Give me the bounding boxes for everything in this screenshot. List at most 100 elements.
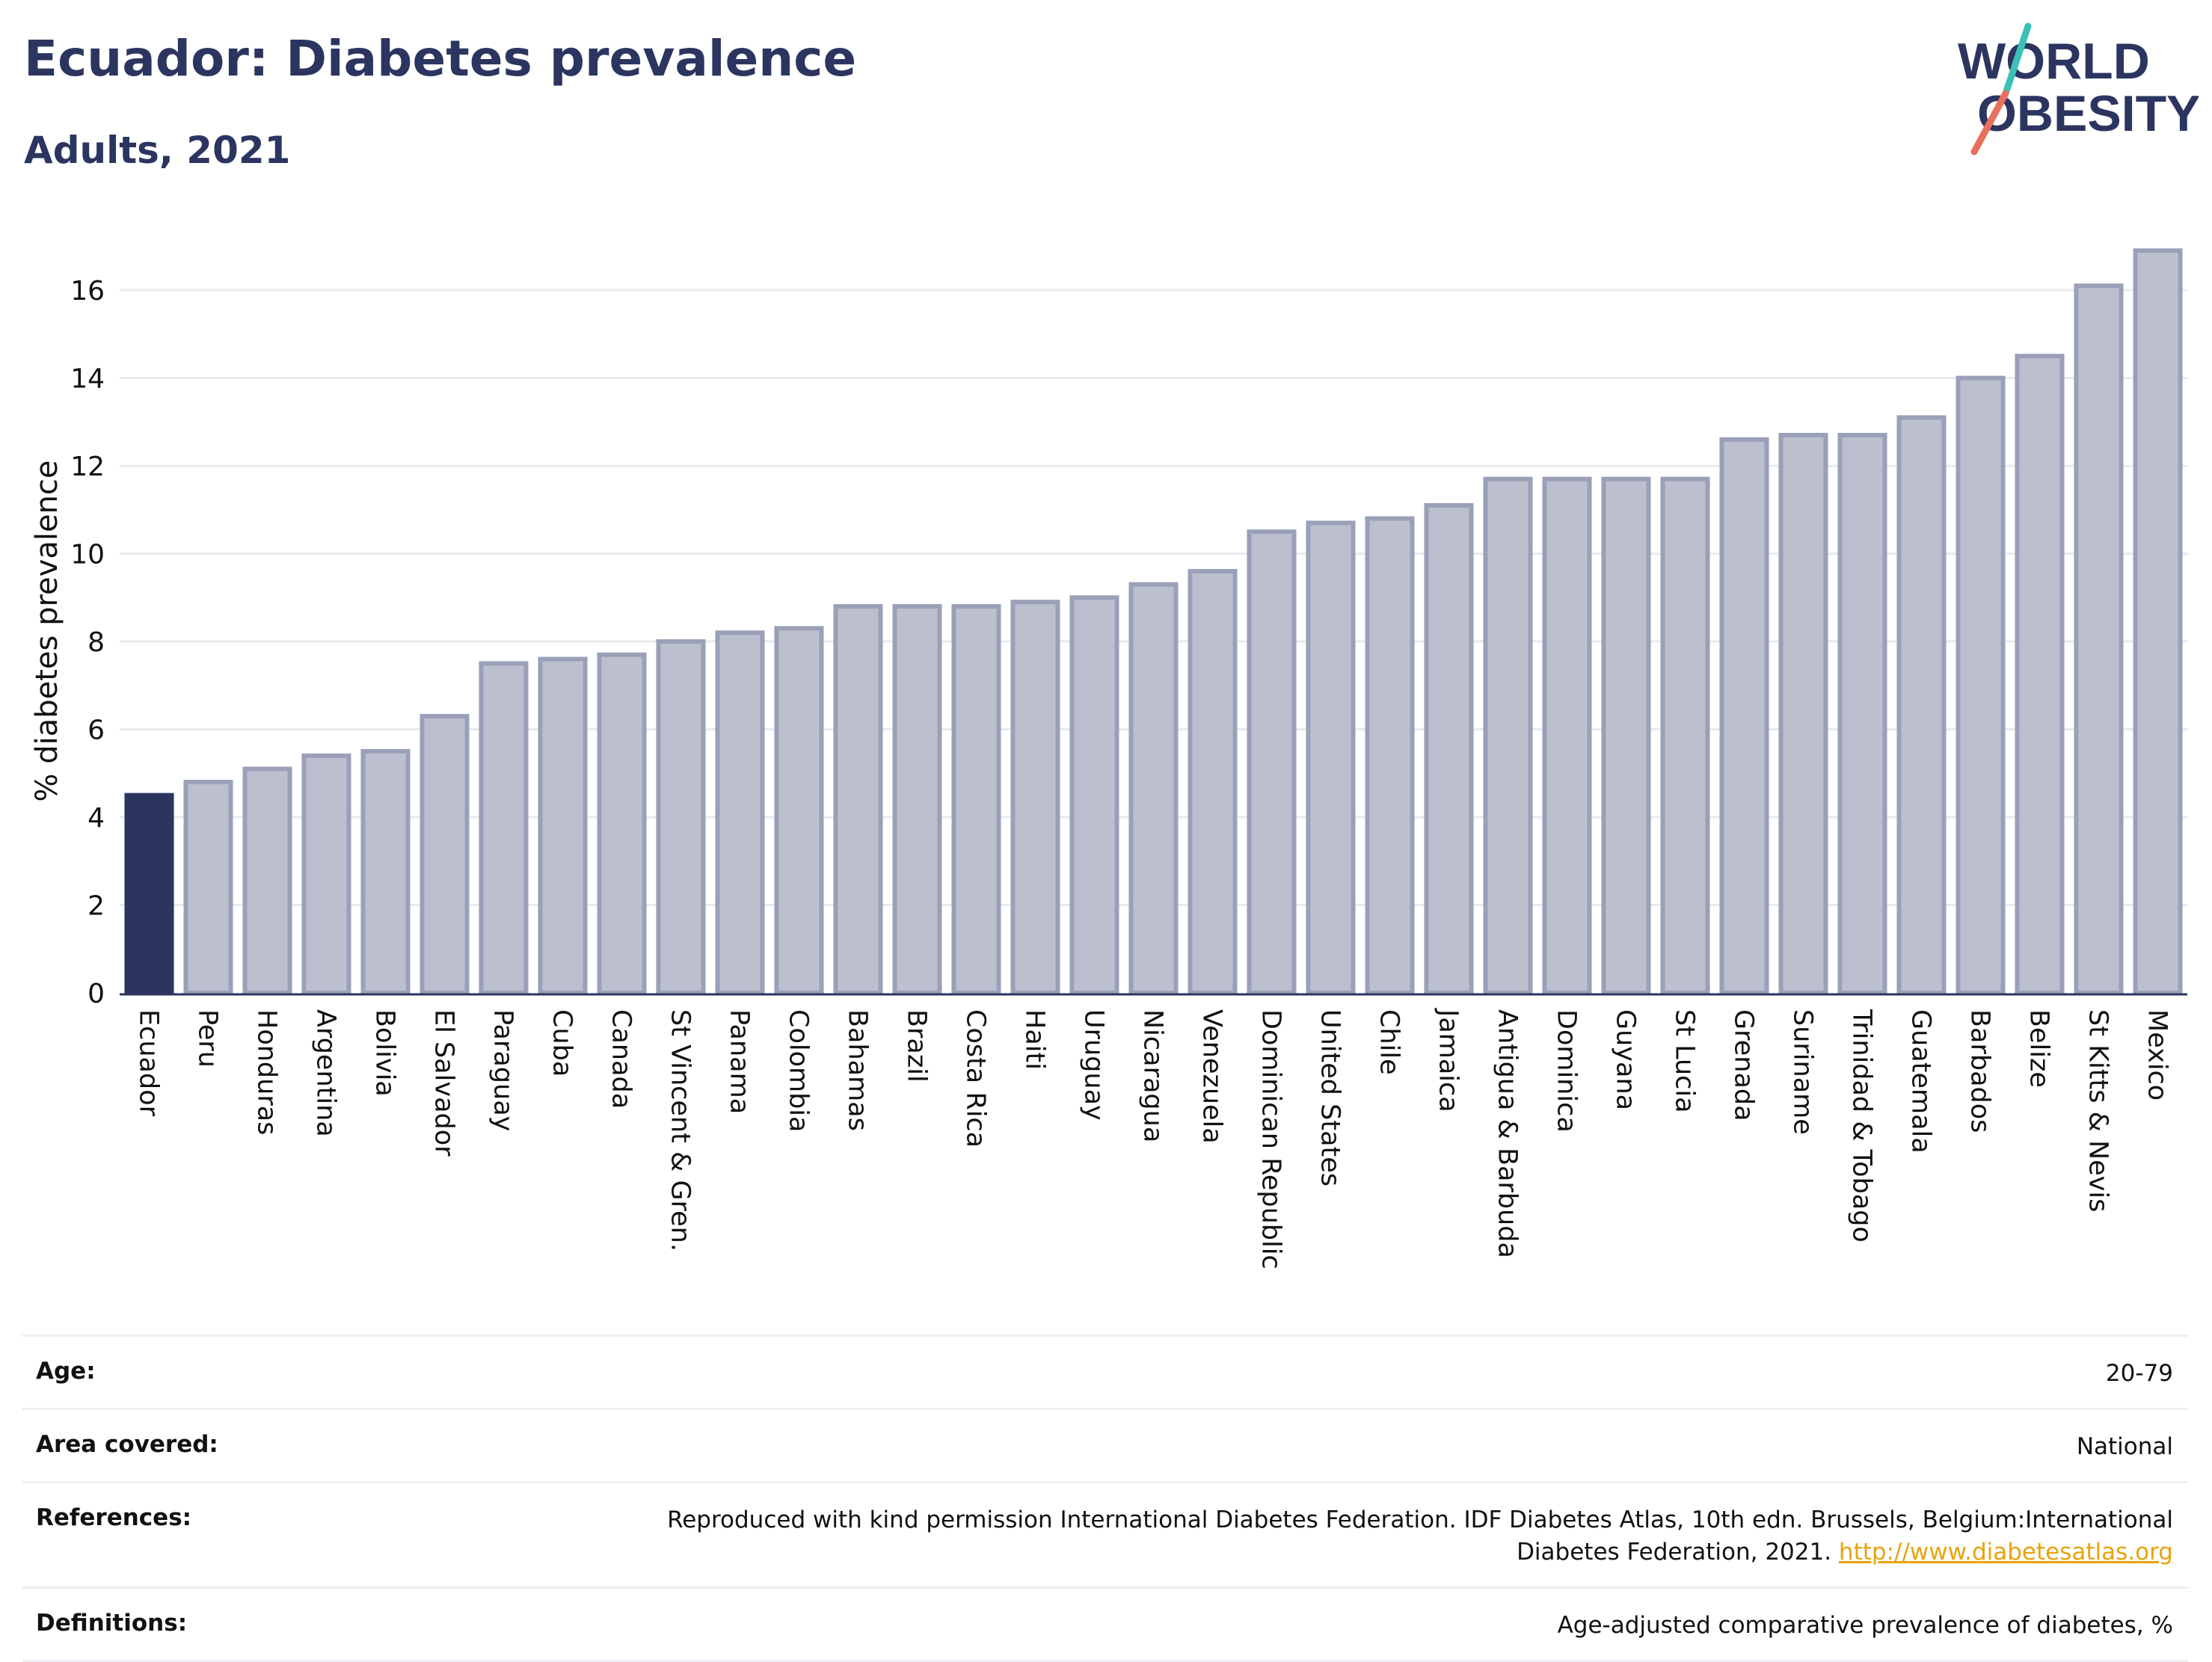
y-tick-label: 16 bbox=[70, 276, 105, 307]
bar bbox=[597, 652, 647, 995]
x-tick-label: Panama bbox=[725, 1009, 755, 1114]
y-tick-label: 0 bbox=[87, 979, 105, 1009]
bar bbox=[1306, 520, 1356, 995]
x-tick-label: Brazil bbox=[902, 1009, 932, 1083]
x-tick-label: Barbados bbox=[1965, 1009, 1995, 1133]
bar bbox=[1010, 600, 1060, 995]
y-tick-label: 12 bbox=[70, 452, 105, 482]
bar bbox=[1483, 476, 1533, 995]
x-tick-label: Chile bbox=[1374, 1009, 1404, 1075]
x-tick-label: St Vincent & Gren. bbox=[666, 1009, 695, 1252]
x-tick-label: Honduras bbox=[252, 1009, 282, 1135]
x-tick-label: United States bbox=[1315, 1009, 1345, 1187]
bar bbox=[1128, 582, 1179, 996]
info-row-references: References: Reproduced with kind permiss… bbox=[22, 1481, 2188, 1586]
bar bbox=[656, 639, 706, 995]
bar bbox=[124, 792, 174, 996]
y-tick-label: 10 bbox=[70, 540, 105, 570]
x-tick-label: Belize bbox=[2024, 1009, 2054, 1088]
x-tick-label: Antigua & Barbuda bbox=[1493, 1009, 1523, 1258]
y-tick-label: 2 bbox=[87, 891, 105, 922]
bar bbox=[1778, 432, 1828, 996]
bar bbox=[774, 626, 824, 995]
bar bbox=[183, 780, 233, 996]
bars bbox=[124, 248, 2183, 996]
x-tick-label: Haiti bbox=[1020, 1009, 1050, 1070]
x-tick-label: Guyana bbox=[1611, 1009, 1641, 1110]
world-obesity-logo: WORLD OBESITY bbox=[1958, 22, 2199, 156]
x-axis-labels: Ecuador Peru Honduras Argentina Bolivia El Sa… bbox=[134, 1008, 2172, 1269]
x-tick-label: Bahamas bbox=[843, 1009, 873, 1131]
age-label: Age: bbox=[36, 1358, 96, 1385]
x-tick-label: St Kitts & Nevis bbox=[2083, 1009, 2113, 1212]
y-axis-title: % diabetes prevalence bbox=[30, 460, 64, 801]
x-tick-label: Ecuador bbox=[134, 1009, 164, 1117]
x-tick-label: Cuba bbox=[547, 1009, 577, 1077]
references-label: References: bbox=[36, 1504, 192, 1531]
logo-text-obesity: OBESITY bbox=[1977, 85, 2199, 142]
x-tick-label: Colombia bbox=[784, 1009, 814, 1132]
x-tick-label: Grenada bbox=[1729, 1009, 1759, 1121]
logo-slash-coral bbox=[1970, 90, 2009, 156]
x-tick-label: Peru bbox=[193, 1009, 223, 1068]
x-tick-label: Mexico bbox=[2142, 1009, 2172, 1101]
bar bbox=[1896, 415, 1947, 995]
x-tick-label: Uruguay bbox=[1079, 1009, 1109, 1121]
bar bbox=[301, 753, 351, 995]
references-link[interactable]: http://www.diabetesatlas.org bbox=[1838, 1539, 2173, 1566]
x-tick-label: El Salvador bbox=[429, 1009, 459, 1157]
x-tick-label: Nicaragua bbox=[1138, 1009, 1168, 1142]
page-subtitle: Adults, 2021 bbox=[24, 129, 291, 172]
bar bbox=[892, 604, 942, 995]
bar bbox=[1365, 516, 1415, 995]
age-value: 20-79 bbox=[2105, 1360, 2173, 1387]
area-value: National bbox=[2076, 1433, 2173, 1460]
x-tick-label: Trinidad & Tobago bbox=[1847, 1009, 1877, 1243]
bar bbox=[951, 604, 1001, 995]
y-tick-label: 6 bbox=[87, 715, 105, 746]
x-tick-label: Guatemala bbox=[1906, 1009, 1936, 1154]
bar bbox=[242, 766, 292, 995]
definitions-value: Age-adjusted comparative prevalence of d… bbox=[1557, 1612, 2173, 1639]
x-tick-label: Suriname bbox=[1788, 1009, 1818, 1135]
bar bbox=[2133, 248, 2183, 995]
bar bbox=[833, 604, 883, 995]
definitions-label: Definitions: bbox=[36, 1610, 188, 1637]
bar bbox=[1601, 476, 1651, 995]
references-text: Reproduced with kind permission Internat… bbox=[667, 1506, 2173, 1566]
page-title: Ecuador: Diabetes prevalence bbox=[24, 30, 857, 87]
x-tick-label: Jamaica bbox=[1434, 1008, 1463, 1112]
area-label: Area covered: bbox=[36, 1431, 218, 1458]
bar bbox=[1719, 437, 1769, 995]
logo-text-world: WORLD bbox=[1958, 33, 2150, 90]
y-axis-ticks: 0 2 4 6 8 10 12 14 16 bbox=[70, 276, 105, 1009]
x-tick-label: Paraguay bbox=[488, 1009, 518, 1131]
bar bbox=[1542, 476, 1592, 995]
bar bbox=[1188, 569, 1238, 996]
bar bbox=[479, 661, 529, 996]
bar bbox=[1069, 595, 1119, 995]
bar bbox=[2074, 283, 2124, 996]
bar bbox=[1837, 432, 1887, 996]
x-tick-label: Canada bbox=[606, 1009, 636, 1109]
x-tick-label: Bolivia bbox=[370, 1009, 400, 1097]
x-tick-label: Venezuela bbox=[1197, 1009, 1227, 1144]
x-tick-label: Costa Rica bbox=[961, 1009, 991, 1148]
info-row-age: Age: 20-79 bbox=[22, 1335, 2188, 1408]
bar bbox=[420, 713, 470, 995]
bar-chart: 0 2 4 6 8 10 12 14 16 Ecuador Peru Honduras Argenti… bbox=[30, 248, 2187, 1269]
info-table: Age: 20-79 Area covered: National Refere… bbox=[22, 1335, 2188, 1662]
y-tick-label: 14 bbox=[70, 364, 105, 395]
y-tick-label: 4 bbox=[87, 803, 105, 834]
bar bbox=[538, 656, 588, 995]
info-row-area: Area covered: National bbox=[22, 1408, 2188, 1481]
info-row-definitions: Definitions: Age-adjusted comparative pr… bbox=[22, 1586, 2188, 1662]
x-tick-label: St Lucia bbox=[1670, 1009, 1700, 1113]
bar bbox=[1247, 529, 1297, 995]
x-tick-label: Dominican Republic bbox=[1256, 1009, 1286, 1269]
bar bbox=[360, 748, 411, 996]
bar bbox=[1956, 375, 2006, 996]
bar bbox=[2015, 354, 2065, 995]
y-tick-label: 8 bbox=[87, 627, 105, 658]
logo-slash-teal bbox=[2002, 22, 2032, 97]
